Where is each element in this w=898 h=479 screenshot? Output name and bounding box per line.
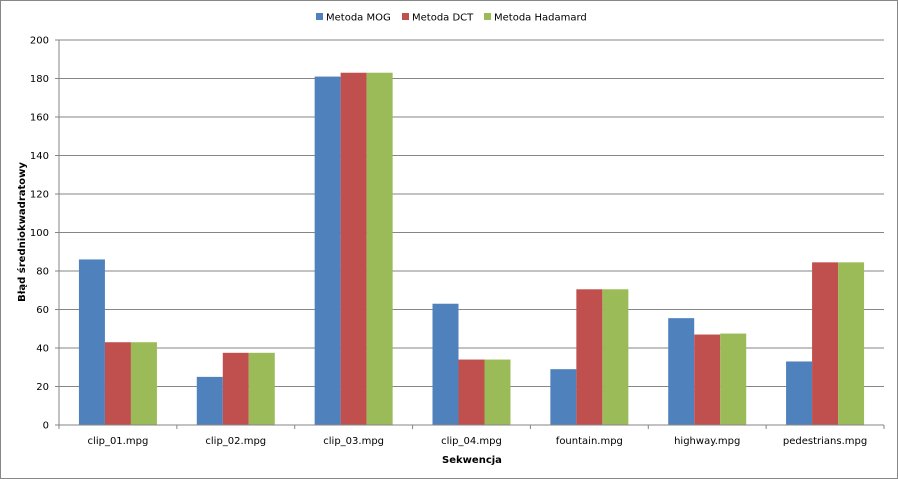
x-tick-label: clip_04.mpg [441, 436, 502, 447]
bar [786, 361, 813, 425]
y-tick-label: 140 [30, 151, 49, 162]
x-tick-label: fountain.mpg [556, 436, 623, 447]
bar [104, 342, 131, 425]
x-tick-label: clip_01.mpg [88, 436, 149, 447]
y-tick-label: 20 [36, 382, 49, 393]
y-tick-label: 120 [30, 190, 49, 201]
y-tick-label: 40 [36, 344, 49, 355]
legend-label: Metoda MOG [326, 13, 391, 24]
bar [668, 318, 695, 425]
x-tick-label: clip_02.mpg [205, 436, 266, 447]
legend-swatch [484, 13, 491, 20]
bar [812, 262, 839, 425]
x-tick-labels: clip_01.mpg clip_02.mpg clip_03.mpg clip_04… [88, 436, 868, 447]
bars [78, 72, 865, 425]
axes [58, 40, 885, 429]
bar [432, 303, 459, 425]
legend-swatch [316, 13, 323, 20]
bar [366, 72, 393, 425]
bar [838, 262, 865, 425]
y-tick-label: 60 [36, 305, 49, 316]
x-axis-title: Sekwencja [442, 455, 502, 466]
bar [602, 289, 629, 425]
bar [694, 334, 721, 425]
bar [314, 76, 341, 425]
y-tick-label: 0 [43, 421, 49, 432]
legend: Metoda MOG Metoda DCT Metoda Hadamard [316, 13, 587, 24]
y-tick-label: 100 [30, 228, 49, 239]
bar [222, 352, 249, 425]
bar [720, 333, 747, 425]
bar [130, 342, 157, 425]
bar [78, 259, 105, 425]
bar [484, 359, 511, 425]
bar [550, 369, 577, 425]
gridlines [55, 39, 884, 426]
y-tick-label: 200 [30, 36, 49, 47]
x-tick-label: pedestrians.mpg [783, 436, 867, 447]
x-tick-label: clip_03.mpg [323, 436, 384, 447]
bar [340, 72, 367, 425]
legend-label: Metoda DCT [412, 13, 474, 24]
y-tick-labels: 0 20 40 60 80 100 120 140 160 180 200 [30, 36, 49, 432]
bar [196, 376, 223, 425]
legend-swatch [402, 13, 409, 20]
y-tick-label: 180 [30, 74, 49, 85]
y-axis-title: Błąd średniokwadratowy [16, 162, 28, 302]
legend-label: Metoda Hadamard [494, 13, 587, 24]
x-tick-label: highway.mpg [674, 436, 740, 447]
y-tick-label: 160 [30, 113, 49, 124]
bar [458, 359, 485, 425]
bar [248, 352, 275, 425]
bar [576, 289, 603, 425]
y-tick-label: 80 [36, 267, 49, 278]
